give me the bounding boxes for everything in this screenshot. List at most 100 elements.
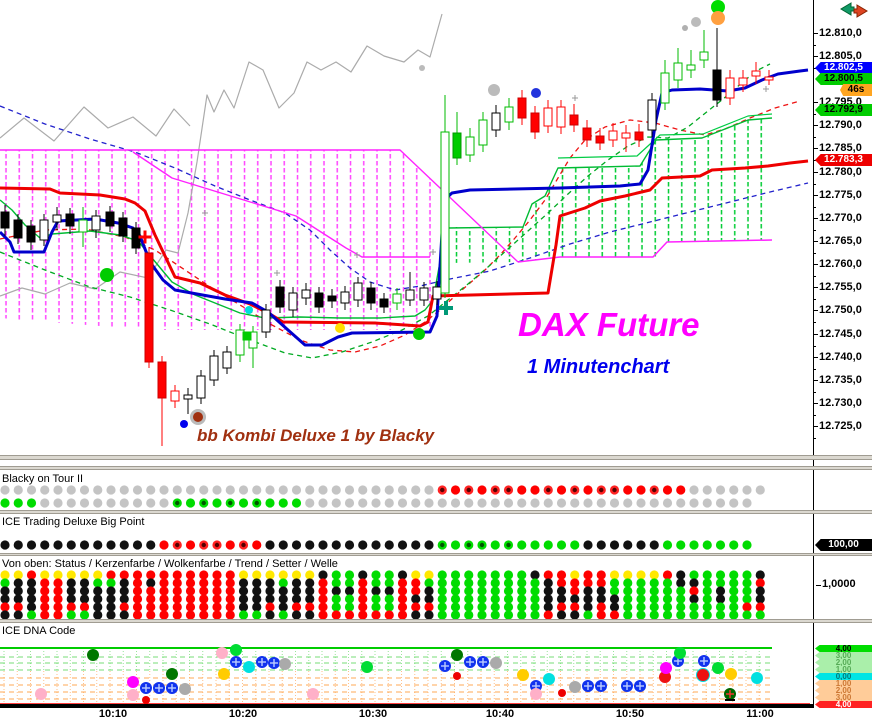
indicator-dot: [450, 586, 461, 596]
dna-axis-tag: 4,00: [815, 645, 872, 652]
indicator-dot: [530, 610, 540, 619]
indicator-dot: [596, 586, 606, 596]
indicator-dot: [146, 602, 156, 612]
dna-dot: [725, 699, 735, 701]
indicator-dot: [93, 610, 103, 619]
indicator-dot: [212, 586, 222, 596]
indicator-dot: [437, 602, 447, 612]
indicator-dot: [702, 586, 712, 596]
indicator-dot: [729, 498, 739, 508]
pane-separator[interactable]: [0, 619, 872, 623]
indicator-dot: [66, 498, 76, 508]
indicator-dot: [477, 485, 487, 495]
axis-border-line: [813, 0, 814, 708]
indicator-dot: [318, 586, 328, 596]
panel-value-tag: 100,00: [815, 539, 872, 551]
indicator-dot: [291, 540, 302, 550]
indicator-dot: [662, 540, 673, 550]
indicator-dot: [411, 570, 421, 580]
indicator-dot: [556, 594, 567, 604]
indicator-dot: [546, 487, 551, 493]
axis-tick: [813, 310, 818, 311]
indicator-dot: [278, 602, 288, 612]
indicator-dot: [358, 602, 368, 612]
indicator-dot: [53, 602, 63, 612]
indicator-dot: [0, 602, 10, 612]
main-chart-pane[interactable]: DAX Future 1 Minutenchart bb Kombi Delux…: [0, 0, 810, 463]
candle-body: [340, 291, 350, 304]
indicator-dot: [715, 485, 726, 495]
pane-separator[interactable]: [0, 553, 872, 556]
indicator-dot: [93, 540, 103, 550]
indicator-dot: [344, 578, 355, 588]
indicator-dot: [755, 570, 765, 580]
candle-body: [209, 355, 219, 381]
indicator-dot: [583, 485, 593, 495]
indicator-dot: [530, 578, 540, 588]
indicator-dot: [265, 578, 275, 588]
indicator-panel[interactable]: Von oben: Status / Kerzenfarbe / Wolkenf…: [0, 557, 810, 619]
indicator-dot: [318, 578, 328, 588]
pane-separator[interactable]: [0, 466, 872, 470]
indicator-dot: [596, 540, 606, 550]
indicator-dot: [146, 578, 156, 588]
indicator-dot: [609, 570, 620, 580]
indicator-dot: [291, 602, 302, 612]
indicator-dot: [490, 586, 500, 596]
indicator-dot: [344, 610, 355, 619]
indicator-dot: [79, 610, 90, 619]
indicator-dot: [13, 602, 23, 612]
price-axis[interactable]: 12.810,0 12.805,0 12.795,0 12.790,0 12.785,0…: [810, 0, 872, 719]
candle-body: [366, 287, 376, 304]
candle-body: [353, 282, 363, 301]
indicator-panel[interactable]: Blacky on Tour II: [0, 472, 810, 510]
indicator-dot: [358, 578, 368, 588]
dna-dot: [243, 661, 255, 673]
indicator-dot: [715, 586, 726, 596]
chart-title-watermark: DAX Future: [518, 306, 700, 343]
indicator-dot: [40, 594, 50, 604]
indicator-dot: [40, 602, 50, 612]
candle-body: [556, 106, 566, 128]
indicator-dot: [676, 485, 686, 495]
indicator-dot: [662, 570, 673, 580]
indicator-dot: [543, 610, 553, 619]
indicator-dot: [609, 594, 620, 604]
indicator-panel[interactable]: ICE Trading Deluxe Big Point: [0, 515, 810, 553]
indicator-dot: [278, 570, 288, 580]
magenta-bottom-line: [517, 239, 773, 263]
indicator-dot: [40, 485, 50, 495]
indicator-dot: [93, 578, 103, 588]
indicator-dot: [371, 586, 381, 596]
time-axis[interactable]: 10:10 10:20 10:30 10:40 10:50 11:00: [0, 708, 810, 719]
indicator-dot: [185, 578, 196, 588]
dna-dot: [725, 668, 737, 680]
indicator-dot: [66, 485, 76, 495]
pane-separator[interactable]: [0, 455, 872, 460]
marker-dot: [413, 328, 425, 340]
candle-body: [222, 351, 232, 369]
indicator-dot: [93, 602, 103, 612]
indicator-dot: [543, 594, 553, 604]
pane-separator[interactable]: [0, 510, 872, 514]
indicator-dot: [265, 602, 275, 612]
indicator-dot: [159, 570, 169, 580]
indicator-dot: [225, 570, 235, 580]
marker-dot: [691, 17, 701, 27]
indicator-dot: [450, 610, 461, 619]
axis-tick: [813, 287, 818, 288]
indicator-dot: [344, 485, 355, 495]
scroll-arrows-icon[interactable]: [838, 2, 872, 18]
indicator-dot: [254, 500, 259, 506]
indicator-dot: [440, 542, 445, 548]
candle-body: [595, 135, 605, 144]
indicator-dot: [583, 594, 593, 604]
indicator-dot: [715, 610, 726, 619]
time-label: 10:40: [485, 708, 515, 719]
indicator-dot: [66, 540, 76, 550]
axis-tick: [813, 321, 816, 323]
indicator-dot: [371, 610, 381, 619]
indicator-dot: [715, 540, 726, 550]
indicator-dot: [556, 586, 567, 596]
indicator-panel[interactable]: ICE DNA Code: [0, 624, 810, 708]
